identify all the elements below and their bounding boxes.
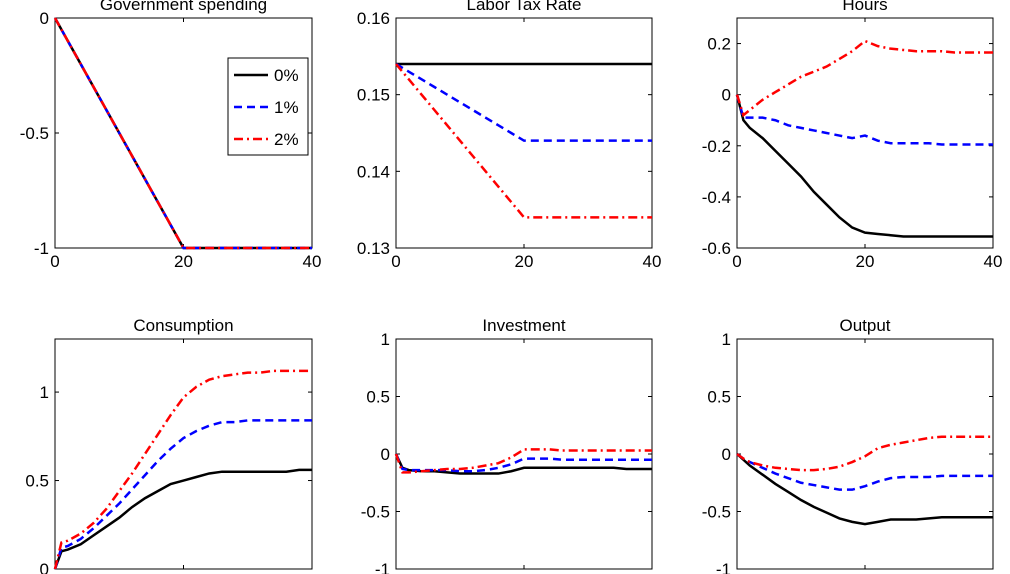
y-tick-label: -0.5: [361, 503, 390, 522]
chart-title: Output: [839, 316, 890, 335]
x-tick-label: 0: [391, 252, 400, 271]
x-tick-label: 20: [174, 252, 193, 271]
y-tick-label: 1: [381, 330, 390, 349]
y-tick-label: -0.4: [702, 188, 731, 207]
x-tick-label: 20: [515, 252, 534, 271]
y-tick-label: -0.6: [702, 239, 731, 258]
y-tick-label: -0.2: [702, 137, 731, 156]
axes-box: [736, 338, 994, 570]
chart-title: Government spending: [100, 0, 267, 14]
series-line: [53, 419, 312, 570]
x-tick-label: 0: [50, 252, 59, 271]
x-tick-label: 40: [643, 252, 662, 271]
series-line: [736, 453, 993, 526]
y-tick-label: 0: [722, 445, 731, 464]
y-tick-label: -0.5: [20, 124, 49, 143]
y-tick-label: 0.16: [357, 9, 390, 28]
y-tick-label: 1: [722, 330, 731, 349]
series-line: [53, 468, 312, 570]
axes-box: [54, 338, 313, 570]
series-line: [53, 17, 312, 250]
x-tick-label: 40: [984, 252, 1003, 271]
series-line: [394, 448, 652, 474]
x-tick-label: 0: [732, 252, 741, 271]
y-tick-label: 0: [40, 560, 49, 574]
y-tick-label: -1: [716, 560, 731, 574]
y-tick-label: 0.2: [707, 35, 731, 54]
y-tick-label: 0.14: [357, 162, 390, 181]
y-tick-label: 0: [722, 86, 731, 105]
legend-label: 1%: [274, 98, 299, 117]
chart-title: Hours: [842, 0, 887, 14]
series-line: [53, 369, 312, 570]
y-tick-label: 0.15: [357, 86, 390, 105]
series-line: [735, 94, 993, 238]
legend-label: 2%: [274, 130, 299, 149]
y-tick-label: -0.5: [702, 503, 731, 522]
chart-title: Investment: [482, 316, 565, 335]
y-tick-label: 0.5: [366, 388, 390, 407]
x-tick-label: 20: [856, 252, 875, 271]
y-tick-label: 0.13: [357, 239, 390, 258]
chart-title: Labor Tax Rate: [467, 0, 582, 14]
y-tick-label: -1: [375, 560, 390, 574]
y-tick-label: 0.5: [707, 388, 731, 407]
y-tick-label: 1: [40, 383, 49, 402]
x-tick-label: 40: [303, 252, 322, 271]
series-line: [735, 39, 993, 118]
legend-label: 0%: [274, 66, 299, 85]
y-tick-label: -1: [34, 239, 49, 258]
axes-box: [395, 338, 653, 570]
chart-title: Consumption: [133, 316, 233, 335]
y-tick-label: 0: [40, 9, 49, 28]
y-tick-label: 0: [381, 445, 390, 464]
axes-box: [395, 17, 653, 249]
y-tick-label: 0.5: [25, 472, 49, 491]
